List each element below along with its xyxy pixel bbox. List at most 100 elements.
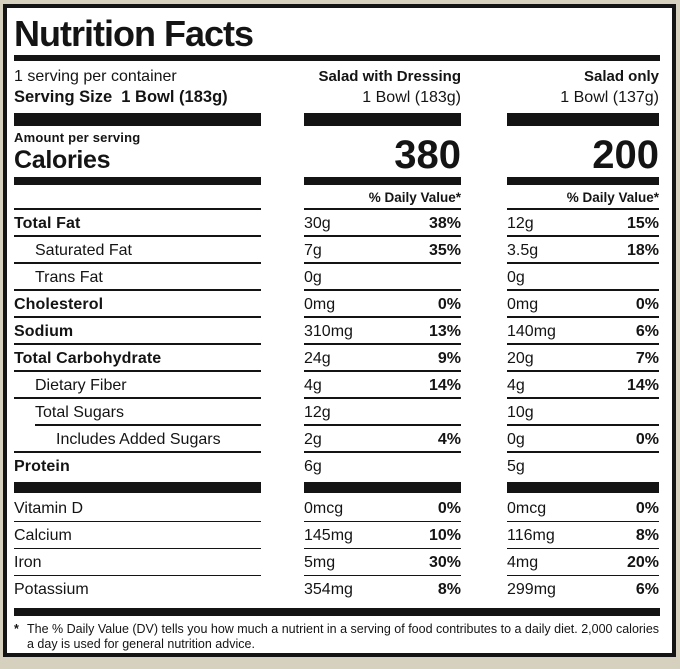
nutrient-name-cell: Total Sugars bbox=[14, 399, 261, 426]
nutrient-name-cell: Potassium bbox=[14, 576, 261, 603]
nutrient-name-cell: Protein bbox=[14, 453, 261, 480]
col2-values-cell: 0mg 0% bbox=[507, 291, 659, 318]
nutrient-name: Total Sugars bbox=[35, 404, 124, 421]
nutrient-name-cell: Saturated Fat bbox=[14, 237, 261, 264]
divider-bar bbox=[304, 177, 461, 185]
nutrient-name-cell: Vitamin D bbox=[14, 495, 261, 522]
amount-value: 140mg bbox=[507, 323, 556, 340]
nutrient-row: Saturated Fat 7g 35% 3.5g 18% bbox=[14, 237, 660, 264]
amount-value: 145mg bbox=[304, 527, 353, 544]
daily-value-percent: 6% bbox=[635, 581, 659, 598]
amount-value: 0g bbox=[304, 269, 322, 286]
amount-value: 20g bbox=[507, 350, 534, 367]
nutrient-name-cell: Dietary Fiber bbox=[14, 372, 261, 399]
amount-value: 4g bbox=[507, 377, 525, 394]
divider-bar bbox=[14, 177, 261, 185]
column-serving-size: 1 Bowl (137g) bbox=[560, 89, 659, 106]
daily-value-percent: 8% bbox=[437, 581, 461, 598]
col1-values-cell: 354mg 8% bbox=[304, 576, 461, 603]
nutrient-name: Saturated Fat bbox=[35, 242, 132, 259]
amount-value: 5mg bbox=[304, 554, 336, 571]
amount-value: 7g bbox=[304, 242, 322, 259]
nutrient-name-cell: Iron bbox=[14, 549, 261, 576]
nutrient-row: Sodium 310mg 13% 140mg 6% bbox=[14, 318, 660, 345]
amount-value: 12g bbox=[304, 404, 331, 421]
calories-label: Calories bbox=[14, 146, 111, 174]
nutrient-name: Trans Fat bbox=[35, 269, 103, 286]
daily-value-percent: 9% bbox=[437, 350, 461, 367]
amount-value: 12g bbox=[507, 215, 534, 232]
nutrient-row: Potassium 354mg 8% 299mg 6% bbox=[14, 576, 660, 603]
daily-value-percent: 14% bbox=[626, 377, 659, 394]
calories-row: Amount per serving Calories 380 200 bbox=[14, 130, 660, 177]
nutrient-row: Calcium 145mg 10% 116mg 8% bbox=[14, 522, 660, 549]
daily-value-header-row: % Daily Value* % Daily Value* bbox=[14, 185, 660, 210]
daily-value-percent: 7% bbox=[635, 350, 659, 367]
nutrient-name-cell: Includes Added Sugars bbox=[14, 426, 261, 453]
col2-values-cell: 3.5g 18% bbox=[507, 237, 659, 264]
nutrient-row: Includes Added Sugars 2g 4% 0g 0% bbox=[14, 426, 660, 453]
col2-values-cell: 5g bbox=[507, 453, 659, 480]
column-title: Salad with Dressing bbox=[318, 68, 461, 85]
daily-value-percent: 15% bbox=[626, 215, 659, 232]
amount-value: 4mg bbox=[507, 554, 539, 571]
nutrient-row: Protein 6g 5g bbox=[14, 453, 660, 480]
daily-value-percent: 0% bbox=[635, 431, 659, 448]
nutrient-row: Dietary Fiber 4g 14% 4g 14% bbox=[14, 372, 660, 399]
col2-values-cell: 4mg 20% bbox=[507, 549, 659, 576]
col2-values-cell: 116mg 8% bbox=[507, 522, 659, 549]
col1-values-cell: 0g bbox=[304, 264, 461, 291]
nutrient-name-cell: Sodium bbox=[14, 318, 261, 345]
col1-values-cell: 4g 14% bbox=[304, 372, 461, 399]
col2-values-cell: 4g 14% bbox=[507, 372, 659, 399]
divider-bar bbox=[507, 113, 659, 126]
col1-values-cell: 7g 35% bbox=[304, 237, 461, 264]
daily-value-percent: 0% bbox=[635, 500, 659, 517]
daily-value-percent: 6% bbox=[635, 323, 659, 340]
amount-value: 30g bbox=[304, 215, 331, 232]
daily-value-percent: 13% bbox=[428, 323, 461, 340]
nutrient-name-cell: Total Fat bbox=[14, 210, 261, 237]
amount-value: 0mg bbox=[507, 296, 539, 313]
amount-value: 6g bbox=[304, 458, 322, 475]
nutrient-name: Dietary Fiber bbox=[35, 377, 127, 394]
column-title: Salad only bbox=[583, 68, 659, 85]
col2-values-cell: 0mcg 0% bbox=[507, 495, 659, 522]
nutrient-row: Total Fat 30g 38% 12g 15% bbox=[14, 210, 660, 237]
footnote-asterisk: * bbox=[14, 622, 19, 636]
nutrition-facts-label: Nutrition Facts 1 serving per container … bbox=[3, 4, 676, 657]
nutrient-row: Total Carbohydrate 24g 9% 20g 7% bbox=[14, 345, 660, 372]
daily-value-header-spacer bbox=[14, 185, 261, 210]
divider-bar bbox=[507, 177, 659, 185]
col1-values-cell: 145mg 10% bbox=[304, 522, 461, 549]
footnote: * The % Daily Value (DV) tells you how m… bbox=[14, 622, 660, 652]
col2-values-cell: 0g bbox=[507, 264, 659, 291]
nutrient-name: Potassium bbox=[14, 581, 89, 598]
col2-values-cell: 12g 15% bbox=[507, 210, 659, 237]
nutrient-name: Sodium bbox=[14, 323, 74, 340]
amount-value: 0g bbox=[507, 269, 525, 286]
amount-value: 5g bbox=[507, 458, 525, 475]
nutrient-rows-section: Total Fat 30g 38% 12g 15% Saturated Fat … bbox=[14, 210, 660, 480]
nutrient-row: Iron 5mg 30% 4mg 20% bbox=[14, 549, 660, 576]
col2-values-cell: 140mg 6% bbox=[507, 318, 659, 345]
amount-value: 0g bbox=[507, 431, 525, 448]
col2-values-cell: 299mg 6% bbox=[507, 576, 659, 603]
daily-value-percent: 30% bbox=[428, 554, 461, 571]
daily-value-percent: 0% bbox=[437, 296, 461, 313]
daily-value-percent: 8% bbox=[635, 527, 659, 544]
divider-bar bbox=[14, 113, 261, 126]
daily-value-header-col2: % Daily Value* bbox=[507, 185, 659, 210]
col1-values-cell: 2g 4% bbox=[304, 426, 461, 453]
amount-value: 310mg bbox=[304, 323, 353, 340]
divider-bar bbox=[304, 113, 461, 126]
serving-header: 1 serving per container Serving Size 1 B… bbox=[14, 67, 660, 108]
nutrient-name: Protein bbox=[14, 458, 70, 475]
nutrient-name-cell: Total Carbohydrate bbox=[14, 345, 261, 372]
col1-values-cell: 12g bbox=[304, 399, 461, 426]
calories-value-col1: 380 bbox=[394, 133, 461, 177]
column-serving-size: 1 Bowl (183g) bbox=[362, 89, 461, 106]
title-divider-bar bbox=[14, 55, 660, 61]
nutrient-row: Total Sugars 12g 10g bbox=[14, 399, 660, 426]
divider-bar bbox=[304, 482, 461, 493]
